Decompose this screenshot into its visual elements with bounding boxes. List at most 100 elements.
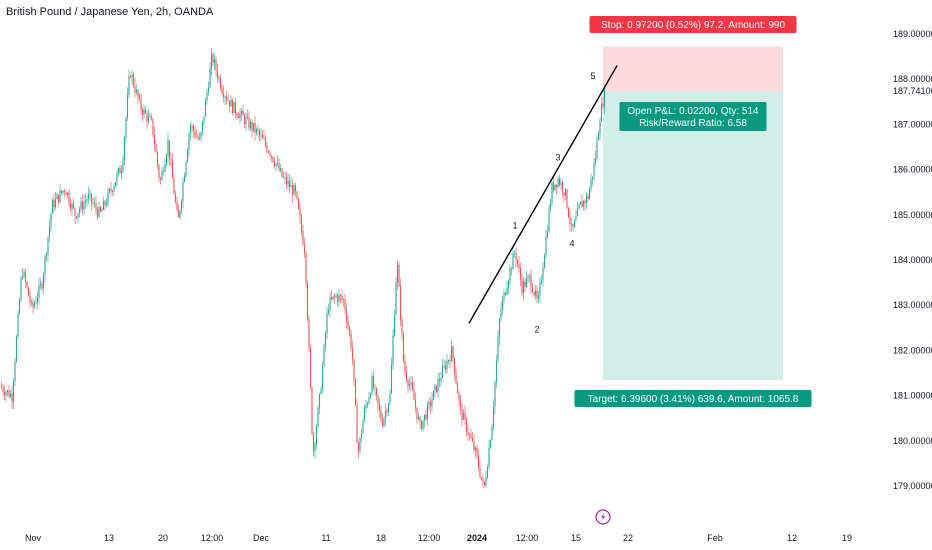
candle [198, 132, 201, 141]
candle-body [122, 159, 124, 171]
candle-body [15, 336, 18, 362]
candle [426, 401, 429, 426]
candle-body [134, 85, 136, 93]
candle [495, 354, 498, 388]
candle-body [506, 288, 508, 295]
candle-body [2, 387, 4, 393]
candle-body [165, 155, 168, 165]
wave-label-1[interactable]: 1 [512, 220, 517, 230]
candle-body [108, 189, 111, 192]
candle-body [474, 447, 477, 451]
candle-body [239, 113, 241, 119]
wave-label-4[interactable]: 4 [569, 238, 574, 248]
candle [108, 187, 111, 195]
candle [339, 294, 342, 304]
candle-body [14, 361, 16, 382]
candle-body [467, 432, 469, 435]
wave-label-3[interactable]: 3 [555, 153, 560, 163]
candle [531, 282, 534, 294]
candle-body [476, 447, 478, 456]
candle-body [302, 230, 304, 245]
candle [8, 384, 10, 398]
candle-body [258, 130, 261, 135]
candle-body [551, 182, 553, 204]
candle [42, 271, 45, 295]
wave-label-2[interactable]: 2 [534, 324, 539, 334]
pnl-label-bg [619, 102, 767, 131]
candle [312, 431, 315, 457]
candle-body [525, 278, 528, 287]
candle [288, 173, 291, 194]
candle [363, 404, 366, 423]
candle [213, 53, 216, 71]
wave-label-5[interactable]: 5 [590, 71, 595, 81]
candle-body [54, 198, 57, 208]
candle [578, 203, 580, 210]
candle [92, 197, 94, 207]
candle [84, 192, 87, 210]
candle [533, 291, 535, 298]
stop-zone[interactable] [603, 46, 783, 91]
candle-body [401, 319, 403, 334]
candle [311, 386, 313, 436]
candle-body [375, 388, 378, 396]
candle [599, 117, 601, 141]
candle-body [456, 383, 459, 394]
candle [36, 291, 39, 310]
candle-body [486, 466, 489, 478]
candle-body [581, 201, 583, 208]
candle-body [590, 179, 592, 190]
candle [261, 129, 264, 139]
trendline[interactable] [468, 65, 618, 324]
candle-body [425, 414, 427, 420]
candle-body [497, 337, 499, 361]
candle-body [432, 390, 435, 401]
candle [17, 309, 19, 339]
candle [509, 264, 511, 286]
drawings: 1 2 3 4 5 [468, 65, 618, 334]
candle-body [90, 193, 93, 203]
candle-body [156, 152, 159, 166]
candle [81, 194, 84, 215]
target-label[interactable]: Target: 6.39600 (3.41%) 639.6, Amount: 1… [574, 390, 812, 407]
candle-body [315, 426, 318, 444]
candle-body [515, 253, 517, 261]
candle-body [320, 389, 322, 394]
candle [450, 339, 453, 362]
candle [294, 182, 297, 197]
target-zone[interactable] [603, 90, 783, 381]
candle [519, 262, 522, 287]
candle [551, 180, 553, 206]
candle [95, 196, 97, 216]
candle-body [563, 192, 565, 196]
candle [468, 432, 471, 442]
candle-body [180, 200, 183, 211]
candle [387, 402, 390, 416]
candle-body [26, 281, 28, 288]
stop-label[interactable]: Stop: 0.97200 (0.52%) 97.2, Amount: 990 [589, 16, 797, 33]
candle [77, 212, 79, 223]
candle-body [539, 282, 541, 296]
candle-body [440, 378, 442, 381]
candle-body [278, 162, 280, 171]
candle [101, 207, 103, 212]
candle [527, 273, 529, 284]
candle-body [507, 281, 510, 289]
candle [377, 394, 379, 412]
alert-icon[interactable] [595, 509, 611, 525]
candle-body [9, 393, 12, 397]
x-tick-label: 12:00 [418, 533, 441, 543]
candle-body [431, 400, 433, 407]
candle [500, 302, 502, 322]
candle [221, 84, 223, 96]
candle [267, 150, 270, 154]
candle-body [341, 296, 343, 300]
candle-body [291, 185, 294, 195]
candle [159, 176, 162, 185]
candle-body [147, 115, 150, 122]
candle-body [597, 133, 600, 140]
candle-body [77, 213, 79, 218]
candle [405, 366, 408, 383]
